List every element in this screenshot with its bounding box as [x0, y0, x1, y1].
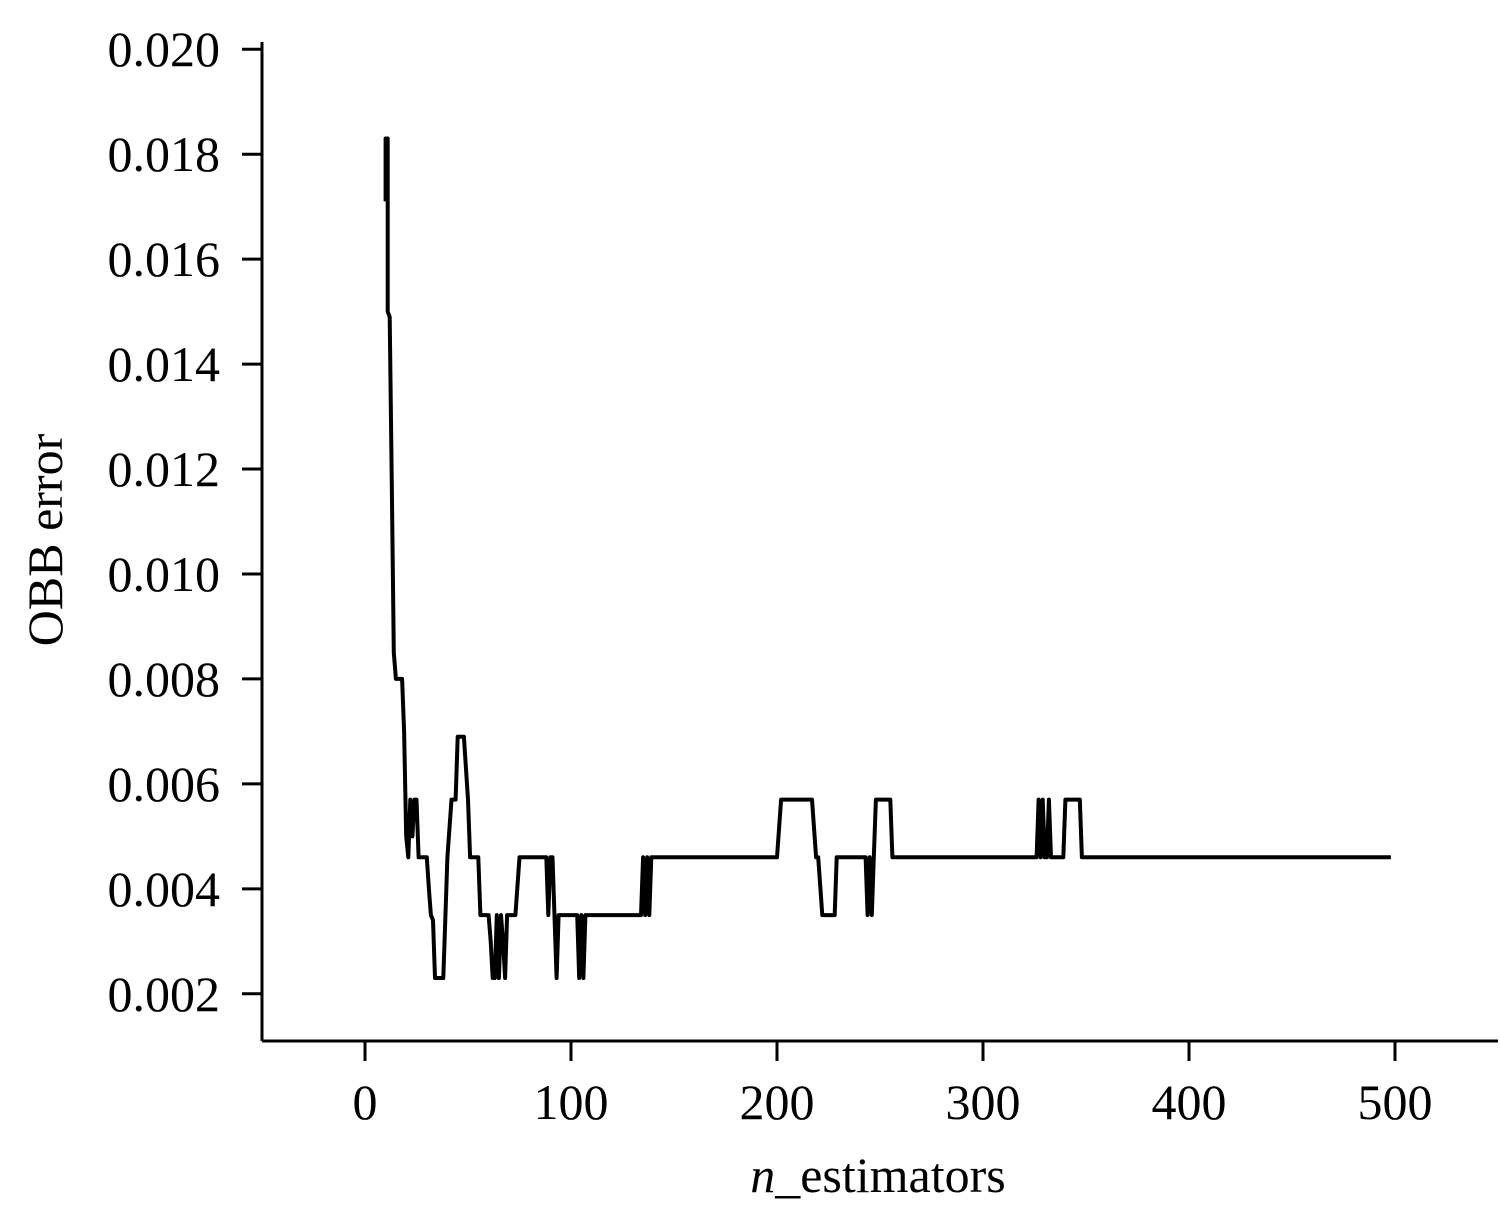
y-tick-label: 0.006: [108, 756, 221, 812]
x-tick-label: 300: [946, 1074, 1021, 1130]
y-tick-label: 0.012: [108, 441, 221, 497]
x-tick-label: 500: [1358, 1074, 1433, 1130]
y-tick-label: 0.002: [108, 966, 221, 1022]
y-tick-label: 0.010: [108, 546, 221, 602]
x-axis: 0 100 200 300 400 500: [262, 1039, 1498, 1130]
x-axis-title-italic: n: [750, 1147, 775, 1203]
y-tick-label: 0.020: [108, 21, 221, 77]
x-tick-label: 200: [740, 1074, 815, 1130]
series-line: [383, 136, 1391, 980]
y-axis: 0.002 0.004 0.006 0.008 0.010 0.012 0.014 0.016…: [108, 21, 264, 1041]
x-axis-title-rest: _estimators: [774, 1147, 1006, 1203]
y-tick-label: 0.004: [108, 861, 221, 917]
y-tick-label: 0.014: [108, 336, 221, 392]
x-axis-title: n_estimators: [750, 1147, 1006, 1203]
x-tick-label: 100: [534, 1074, 609, 1130]
x-tick-label: 0: [353, 1074, 378, 1130]
y-tick-label: 0.018: [108, 126, 221, 182]
y-tick-label: 0.008: [108, 651, 221, 707]
y-tick-label: 0.016: [108, 231, 221, 287]
y-axis-title: OBB error: [17, 433, 73, 646]
x-tick-label: 400: [1152, 1074, 1227, 1130]
